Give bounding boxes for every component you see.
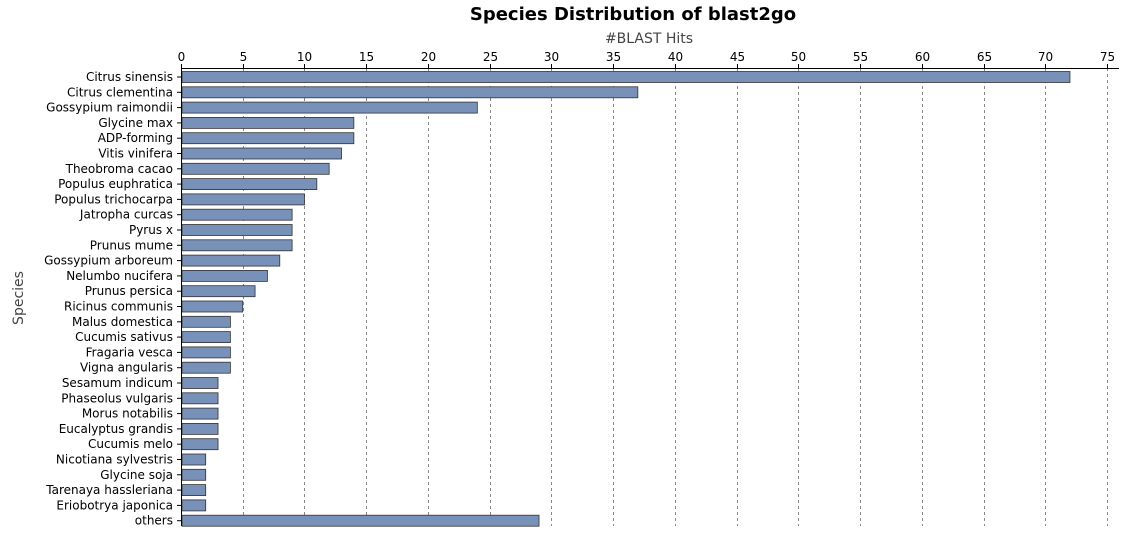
chart-title: Species Distribution of blast2go [470, 4, 796, 25]
category-label: Eucalyptus grandis [59, 422, 173, 436]
bar [181, 484, 207, 497]
bar [181, 392, 219, 405]
bar [181, 377, 219, 389]
category-label: ADP-forming [98, 131, 173, 145]
category-label: Pyrus x [129, 223, 173, 237]
bar [181, 193, 305, 206]
bar [181, 422, 219, 435]
bar [181, 407, 219, 420]
x-axis-label: #BLAST Hits [605, 31, 693, 47]
category-label: Eriobotrya japonica [56, 498, 173, 512]
bar [181, 269, 268, 282]
x-ticks: 0 5 10 15 20 25 30 35 40 45 50 55 60 65 70 75 [177, 50, 1115, 522]
category-label: Citrus clementina [67, 85, 173, 99]
bar [181, 438, 219, 451]
x-tick-label: 30 [544, 50, 559, 64]
category-label: Prunus mume [90, 238, 173, 252]
x-tick-label: 10 [297, 50, 312, 64]
x-tick-label: 75 [1100, 50, 1115, 64]
category-label: Gossypium raimondii [46, 101, 173, 115]
x-tick-label: 65 [977, 50, 992, 64]
bar [181, 147, 342, 160]
category-label: Populus euphratica [58, 177, 173, 191]
x-tick-label: 5 [240, 50, 248, 64]
x-tick-label: 35 [606, 50, 621, 64]
x-tick-label: 70 [1038, 50, 1053, 64]
bar [181, 117, 355, 129]
bar [181, 101, 478, 114]
grid-lines [243, 68, 1108, 526]
bar [181, 239, 293, 252]
x-tick-label: 55 [853, 50, 868, 64]
x-tick-label: 50 [791, 50, 806, 64]
bar [181, 453, 207, 466]
bar [181, 162, 330, 175]
category-label: Glycine max [98, 116, 173, 130]
category-label: Fragaria vesca [86, 345, 173, 359]
bar [181, 361, 231, 374]
bar [181, 346, 231, 359]
bar [181, 224, 293, 236]
bar [181, 514, 540, 527]
category-label: Cucumis melo [88, 437, 173, 451]
axes [181, 68, 1119, 526]
category-label: Populus trichocarpa [54, 192, 173, 206]
category-label: Vigna angularis [80, 361, 173, 375]
bar [181, 315, 231, 328]
category-label: Tarenaya hassleriana [45, 483, 173, 497]
bar [181, 132, 355, 145]
x-tick-label: 15 [359, 50, 374, 64]
category-label: Citrus sinensis [86, 70, 173, 84]
x-tick-label: 0 [178, 50, 186, 64]
category-label: Glycine soja [100, 468, 173, 482]
category-label: Sesamum indicum [62, 376, 173, 390]
bar [181, 86, 639, 99]
category-label: others [135, 514, 173, 528]
x-tick-label: 20 [421, 50, 436, 64]
x-tick-label: 60 [915, 50, 930, 64]
bar [181, 499, 207, 512]
category-label: Phaseolus vulgaris [61, 391, 173, 405]
category-label: Morus notabilis [82, 407, 173, 421]
category-label: Vitis vinifera [98, 147, 173, 161]
category-label: Nelumbo nucifera [66, 269, 173, 283]
category-label: Gossypium arboreum [44, 254, 173, 268]
category-label: Jatropha curcas [79, 208, 173, 222]
x-tick-label: 45 [730, 50, 745, 64]
category-label: Malus domestica [72, 315, 173, 329]
x-tick-label: 40 [668, 50, 683, 64]
bar [181, 300, 244, 313]
bars [181, 71, 1071, 527]
category-label: Cucumis sativus [75, 330, 173, 344]
bar [181, 285, 256, 298]
bar [181, 208, 293, 221]
category-label: Ricinus communis [64, 300, 173, 314]
bar [181, 331, 231, 344]
category-label: Theobroma cacao [65, 162, 173, 176]
x-tick-label: 25 [483, 50, 498, 64]
bar [181, 71, 1071, 83]
bar [181, 254, 281, 267]
y-axis-label: Species [11, 271, 27, 325]
category-label: Nicotiana sylvestris [56, 453, 173, 467]
bar [181, 468, 207, 481]
category-label: Prunus persica [85, 284, 173, 298]
bar [181, 178, 318, 191]
